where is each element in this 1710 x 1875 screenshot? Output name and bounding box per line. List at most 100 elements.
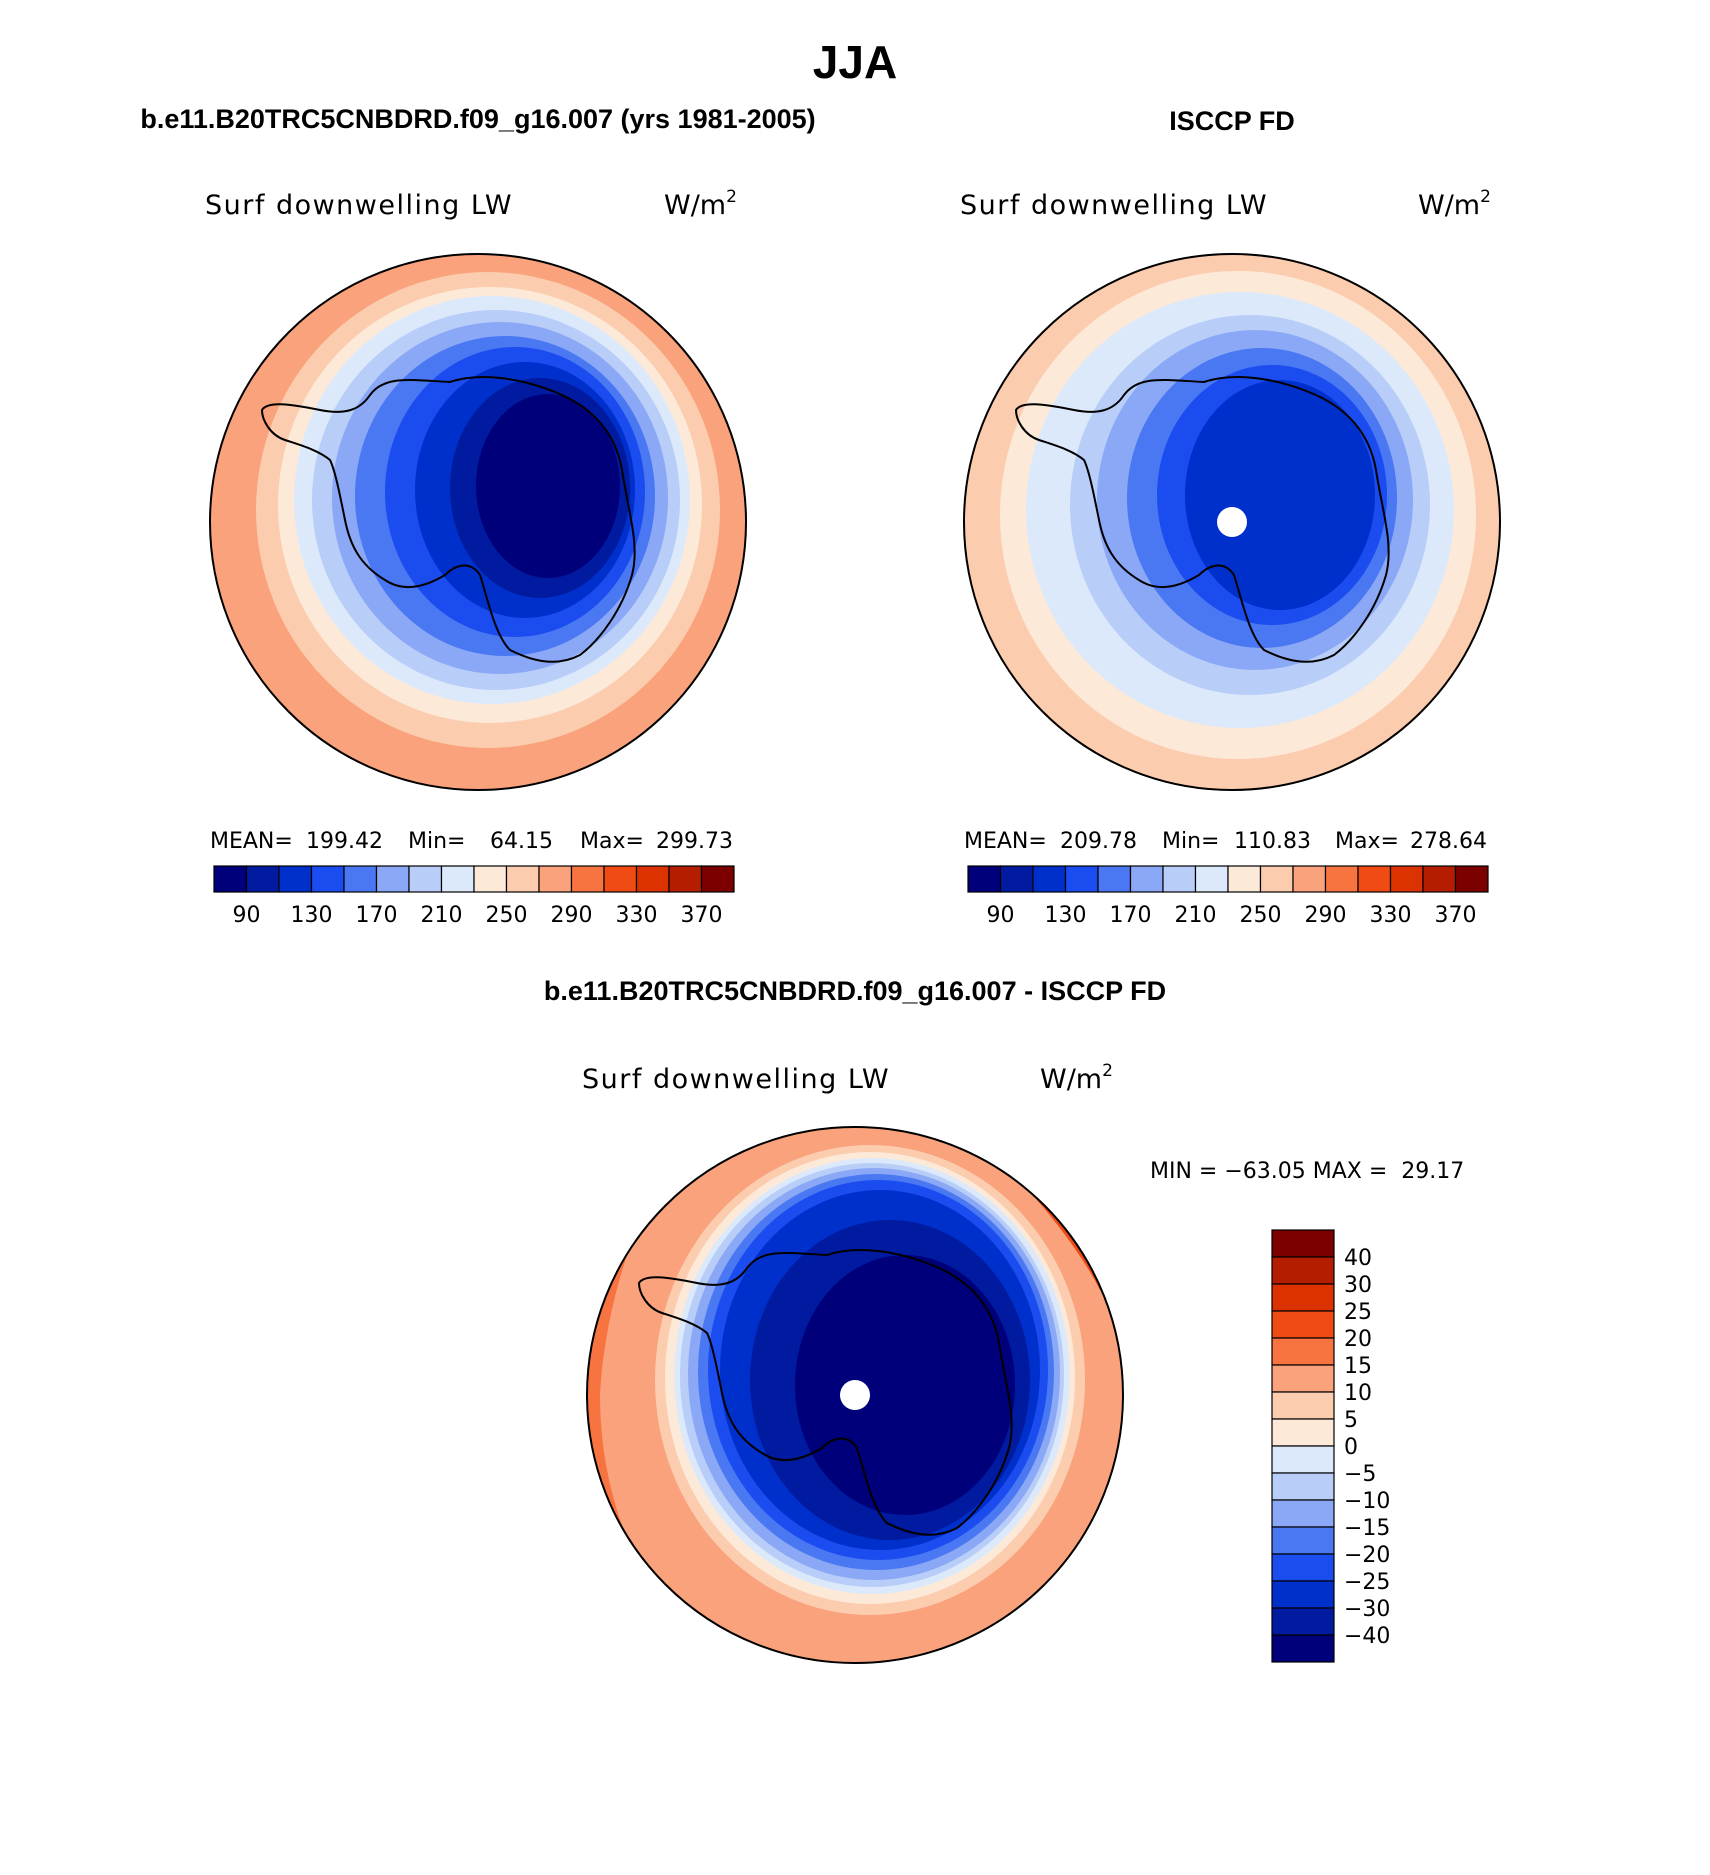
mean-label: MEAN= [210, 829, 293, 854]
colorbar-tick-label: 290 [1305, 903, 1347, 928]
panel-obs-units: W/m2 [1418, 187, 1491, 221]
colorbar-tick-label: −40 [1344, 1624, 1390, 1649]
colorbar-swatch [1227, 865, 1262, 893]
panel-diff-variable: Surf downwelling LW [582, 1064, 890, 1095]
colorbar-tick-label: 90 [233, 903, 261, 928]
colorbar-swatch [1357, 865, 1392, 893]
panel-diff-units: W/m2 [1040, 1061, 1113, 1095]
colorbar-swatch [1422, 865, 1457, 893]
colorbar-swatch [1271, 1472, 1335, 1501]
colorbar-tick-label: −5 [1344, 1462, 1376, 1487]
units-exponent: 2 [726, 187, 737, 207]
contour-band [476, 394, 620, 578]
map-obs [964, 254, 1500, 790]
colorbar-swatch [505, 865, 540, 893]
colorbar-swatch [570, 865, 605, 893]
units-exponent: 2 [1480, 187, 1491, 207]
coastline [260, 376, 636, 663]
colorbar-swatch [1271, 1526, 1335, 1555]
colorbar-swatch [1271, 1418, 1335, 1447]
min-label: Min= [408, 829, 465, 854]
colorbar-swatch [1194, 865, 1229, 893]
colorbar-swatch [245, 865, 280, 893]
colorbar-tick-label: 0 [1344, 1435, 1358, 1460]
colorbar-swatch [473, 865, 508, 893]
colorbar-tick-label: −25 [1344, 1570, 1390, 1595]
panel-obs-variable: Surf downwelling LW [960, 190, 1268, 221]
colorbar-swatch [440, 865, 475, 893]
colorbar-swatch [408, 865, 443, 893]
mean-value: 209.78 [1060, 829, 1137, 854]
colorbar-swatch [1271, 1283, 1335, 1312]
panel-model-header: b.e11.B20TRC5CNBDRD.f09_g16.007 (yrs 198… [140, 104, 815, 134]
panel-diff-header: b.e11.B20TRC5CNBDRD.f09_g16.007 - ISCCP … [544, 976, 1166, 1006]
colorbar-swatch [1162, 865, 1197, 893]
colorbar-swatch [538, 865, 573, 893]
colorbar-tick-label: 30 [1344, 1273, 1372, 1298]
colorbar-tick-label: 370 [1435, 903, 1477, 928]
colorbar-tick-label: 40 [1344, 1246, 1372, 1271]
units-base: W/m [1040, 1064, 1102, 1095]
units-base: W/m [664, 190, 726, 221]
colorbar-tick-label: −15 [1344, 1516, 1390, 1541]
colorbar-tick-label: 170 [356, 903, 398, 928]
colorbar-tick-label: 210 [1175, 903, 1217, 928]
mean-label: MEAN= [964, 829, 1047, 854]
colorbar-swatch [1271, 1607, 1335, 1636]
colorbar-tick-label: 330 [1370, 903, 1412, 928]
coastline [637, 1249, 1013, 1536]
figure-title: JJA [813, 36, 897, 88]
colorbar-swatch [1271, 1391, 1335, 1420]
colorbar-tick-label: 130 [291, 903, 333, 928]
colorbar-tick-label: 5 [1344, 1408, 1358, 1433]
colorbar-tick-label: 210 [421, 903, 463, 928]
colorbar-model: 90 130 170 210 250 290 330 370 [213, 865, 735, 928]
colorbar-tick-label: 370 [681, 903, 723, 928]
colorbar-swatch [1324, 865, 1359, 893]
polar-hole [840, 1380, 870, 1410]
colorbar-tick-label: 10 [1344, 1381, 1372, 1406]
colorbar-swatch [700, 865, 735, 893]
colorbar-swatch [1271, 1364, 1335, 1393]
colorbar-tick-label: −10 [1344, 1489, 1390, 1514]
units-exponent: 2 [1102, 1061, 1113, 1081]
colorbar-tick-label: 20 [1344, 1327, 1372, 1352]
colorbar-swatch [1271, 1256, 1335, 1285]
colorbar-swatch [343, 865, 378, 893]
contour-band [795, 1255, 1015, 1515]
colorbar-swatch [1271, 1634, 1335, 1663]
colorbar-swatch [1271, 1337, 1335, 1366]
colorbar-swatch [1271, 1229, 1335, 1258]
coastline [1014, 376, 1390, 663]
polar-hole [1217, 507, 1247, 537]
colorbar-swatch [1271, 1553, 1335, 1582]
panel-model-stats: MEAN= 199.42 Min= 64.15 Max= 299.73 [210, 829, 733, 854]
colorbar-swatch [1097, 865, 1132, 893]
max-label: Max= [580, 829, 644, 854]
colorbar-swatch [213, 865, 248, 893]
units-base: W/m [1418, 190, 1480, 221]
colorbar-tick-label: 170 [1110, 903, 1152, 928]
colorbar-tick-label: 330 [616, 903, 658, 928]
colorbar-swatch [999, 865, 1034, 893]
colorbar-swatch [1259, 865, 1294, 893]
colorbar-swatch [1271, 1445, 1335, 1474]
min-value: 110.83 [1234, 829, 1311, 854]
colorbar-swatch [1389, 865, 1424, 893]
panel-diff-minmax: MIN = −63.05 MAX = 29.17 [1150, 1159, 1464, 1184]
max-value: 278.64 [1410, 829, 1487, 854]
min-value: 64.15 [490, 829, 553, 854]
colorbar-tick-label: 290 [551, 903, 593, 928]
map-obs-border [963, 253, 1501, 791]
mean-value: 199.42 [306, 829, 383, 854]
panel-model-variable: Surf downwelling LW [205, 190, 513, 221]
max-value: 299.73 [656, 829, 733, 854]
colorbar-tick-label: −20 [1344, 1543, 1390, 1568]
map-diff [587, 1127, 1123, 1663]
colorbar-swatch [310, 865, 345, 893]
colorbar-swatch [1454, 865, 1489, 893]
colorbar-swatch [1064, 865, 1099, 893]
colorbar-swatch [1032, 865, 1067, 893]
colorbar-swatch [1292, 865, 1327, 893]
